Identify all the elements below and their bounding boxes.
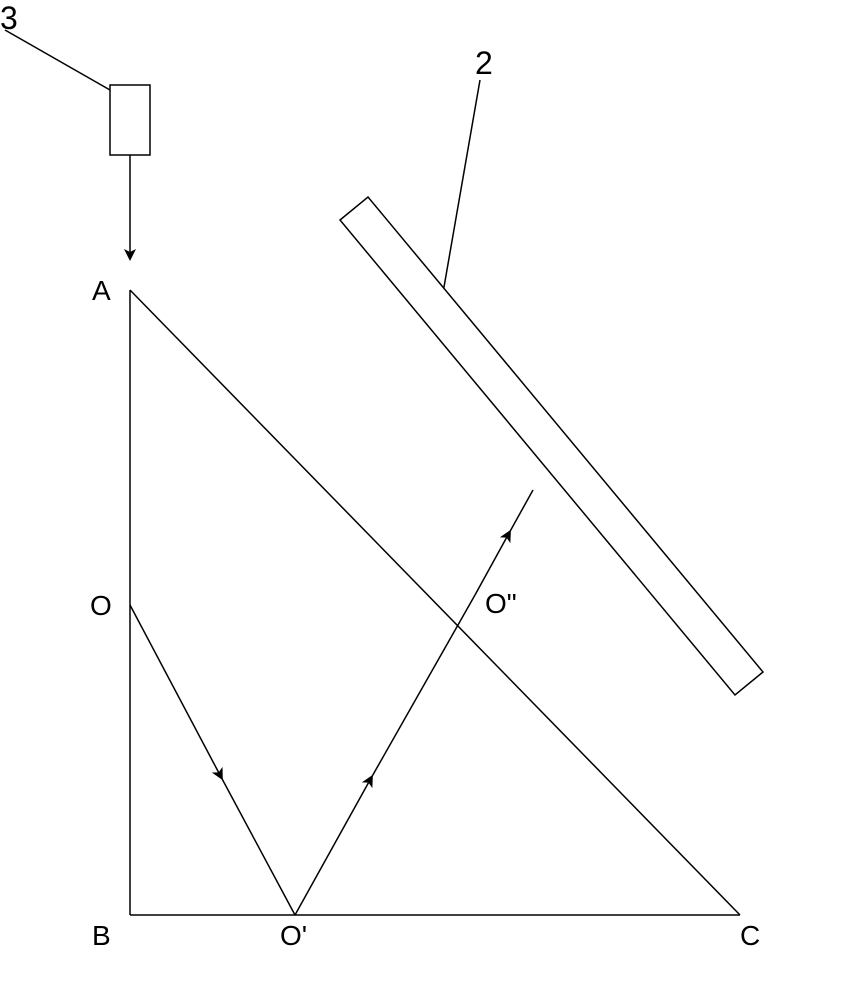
line-Odp-slab-a: [475, 535, 508, 595]
leader-line-2: [440, 80, 480, 310]
label-B: B: [92, 920, 111, 952]
line-AC: [130, 290, 740, 915]
leader-line-3: [5, 30, 110, 90]
label-A: A: [92, 275, 111, 307]
label-2: 2: [475, 45, 493, 82]
label-Oprime: O': [280, 920, 307, 952]
source-box: [110, 85, 150, 155]
line-O-Oprime-a: [130, 605, 220, 775]
optical-diagram: [0, 0, 863, 1000]
line-Oprime-Odp-b: [370, 595, 475, 780]
label-3: 3: [0, 0, 18, 37]
line-Oprime-Odp-a: [295, 780, 370, 915]
label-C: C: [740, 920, 760, 952]
label-Odoubleprime: O": [485, 588, 517, 620]
line-Odp-slab-b: [508, 490, 533, 535]
line-O-Oprime-b: [220, 775, 295, 915]
slab: [340, 197, 763, 695]
label-O: O: [90, 590, 112, 622]
